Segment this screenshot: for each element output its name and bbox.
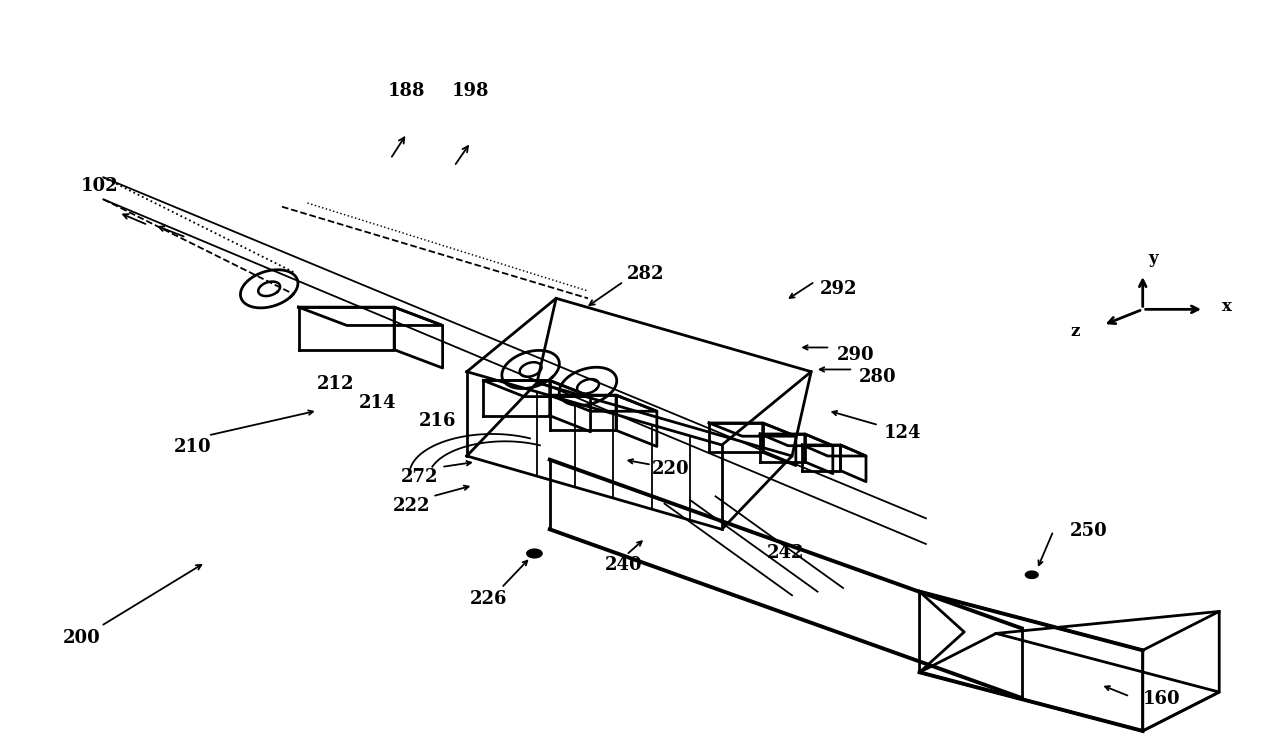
Text: z: z [1070,322,1080,339]
Text: 198: 198 [452,82,489,100]
Text: 280: 280 [859,368,896,386]
Text: 226: 226 [470,590,507,608]
Text: 200: 200 [63,629,101,647]
Text: 214: 214 [359,394,396,412]
Text: 242: 242 [767,544,804,562]
Text: 212: 212 [317,375,354,393]
Text: 160: 160 [1143,690,1181,709]
Circle shape [527,549,542,558]
Text: 272: 272 [401,467,438,486]
Text: 290: 290 [837,346,874,364]
Text: 292: 292 [820,280,858,298]
Text: 188: 188 [389,82,426,100]
Text: 222: 222 [394,497,431,515]
Text: 102: 102 [81,177,118,195]
Text: 124: 124 [884,423,921,442]
Text: 210: 210 [174,438,211,456]
Text: 240: 240 [604,556,643,573]
Circle shape [1025,571,1038,578]
Text: 282: 282 [626,265,665,283]
Text: 216: 216 [419,412,456,430]
Text: x: x [1222,298,1232,315]
Text: 250: 250 [1070,522,1108,539]
Text: 220: 220 [652,460,690,478]
Text: y: y [1148,250,1158,266]
